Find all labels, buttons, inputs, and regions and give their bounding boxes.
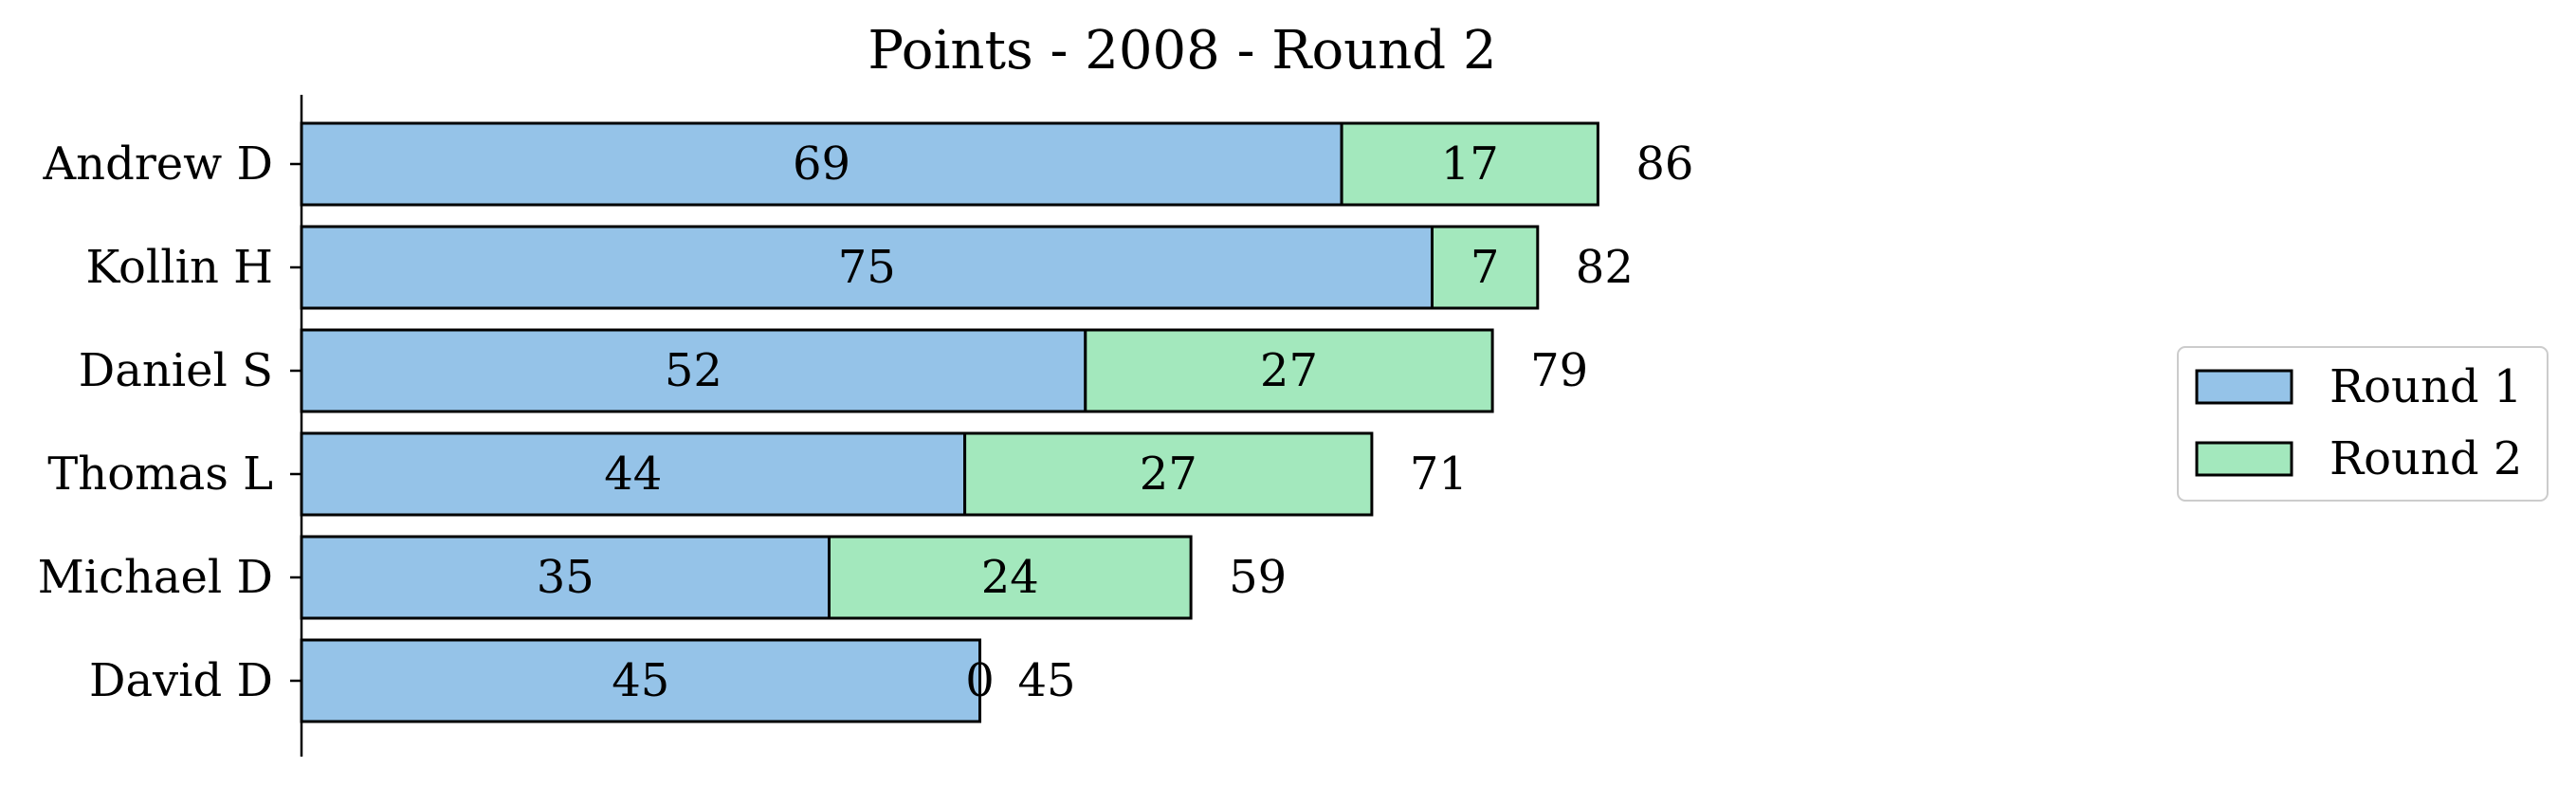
legend-swatch-round-1 (2195, 369, 2293, 405)
legend: Round 1 Round 2 (2177, 346, 2549, 502)
y-tick-label-thomas-l: Thomas L (47, 448, 273, 501)
bar-value-label-round-1-david-d: 45 (612, 654, 669, 707)
total-label-andrew-d: 86 (1635, 137, 1693, 191)
bar-value-label-round-2-michael-d: 24 (981, 551, 1039, 604)
bar-value-label-round-2-david-d: 0 (965, 654, 995, 707)
bar-round-1-thomas-l (300, 431, 967, 517)
bar-round-2-thomas-l (963, 431, 1374, 517)
total-label-david-d: 45 (1018, 654, 1076, 707)
bar-value-label-round-2-andrew-d: 17 (1441, 137, 1499, 191)
bar-value-label-round-1-michael-d: 35 (537, 551, 594, 604)
total-label-daniel-s: 79 (1530, 344, 1588, 397)
chart-title: Points - 2008 - Round 2 (868, 20, 1496, 82)
legend-label-round-2: Round 2 (2329, 432, 2522, 485)
bar-round-1-kollin-h (300, 225, 1434, 310)
bar-value-label-round-1-daniel-s: 52 (665, 344, 722, 397)
bar-round-2-kollin-h (1431, 225, 1540, 310)
bar-round-2-michael-d (828, 535, 1193, 620)
bar-value-label-round-2-kollin-h: 7 (1471, 241, 1500, 294)
legend-swatch-round-2 (2195, 441, 2293, 477)
bar-value-label-round-1-kollin-h: 75 (838, 241, 896, 294)
bar-value-label-round-1-thomas-l: 44 (604, 448, 662, 501)
bar-round-2-daniel-s (1084, 328, 1494, 413)
legend-label-round-1: Round 1 (2329, 360, 2522, 413)
y-tick-label-kollin-h: Kollin H (85, 241, 273, 294)
bar-round-1-david-d (300, 638, 981, 723)
y-tick-label-david-d: David D (89, 654, 273, 707)
y-tick-label-andrew-d: Andrew D (43, 137, 273, 191)
y-tick-label-daniel-s: Daniel S (79, 344, 273, 397)
bar-round-1-daniel-s (300, 328, 1087, 413)
bar-value-label-round-1-andrew-d: 69 (793, 137, 850, 191)
bar-value-label-round-2-thomas-l: 27 (1140, 448, 1197, 501)
bar-round-1-andrew-d (300, 121, 1343, 207)
labels-layer: Andrew D 69 17 86 Kollin H 75 7 82 Daniel S 52 27 7… (38, 137, 1694, 707)
total-label-thomas-l: 71 (1410, 448, 1468, 501)
bar-value-label-round-2-daniel-s: 27 (1260, 344, 1318, 397)
bar-round-2-andrew-d (1340, 121, 1599, 207)
bars-layer (300, 121, 1599, 723)
y-tick-label-michael-d: Michael D (38, 551, 273, 604)
total-label-kollin-h: 82 (1576, 241, 1634, 294)
total-label-michael-d: 59 (1229, 551, 1287, 604)
